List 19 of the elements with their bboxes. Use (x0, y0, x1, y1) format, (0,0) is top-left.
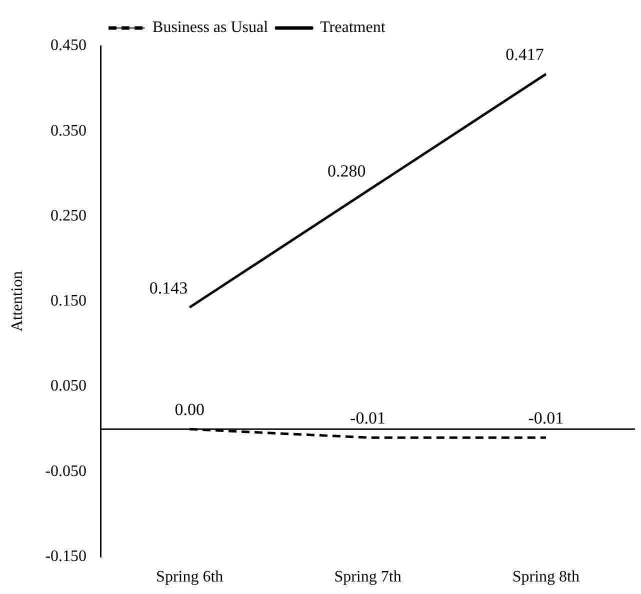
y-tick-label: 0.050 (50, 378, 87, 395)
y-tick-label: 0.450 (50, 37, 87, 54)
data-label: 0.143 (149, 278, 188, 298)
legend-label: Business as Usual (152, 19, 269, 36)
y-tick-label: 0.150 (50, 292, 87, 310)
x-tick-label: Spring 6th (156, 568, 224, 586)
y-tick-label: 0.350 (50, 122, 87, 140)
data-label: 0.00 (174, 400, 204, 420)
data-label: -0.01 (350, 408, 386, 428)
data-label: -0.01 (528, 408, 564, 428)
y-axis-title: Attention (8, 271, 26, 332)
legend-label: Treatment (320, 19, 386, 36)
y-tick-label: -0.050 (45, 462, 87, 480)
x-tick-label: Spring 7th (334, 568, 402, 586)
data-label: 0.280 (328, 162, 366, 181)
y-tick-label: -0.150 (45, 548, 87, 566)
y-tick-label: 0.250 (50, 207, 87, 224)
data-label: 0.417 (506, 45, 544, 64)
x-tick-label: Spring 8th (512, 568, 580, 586)
